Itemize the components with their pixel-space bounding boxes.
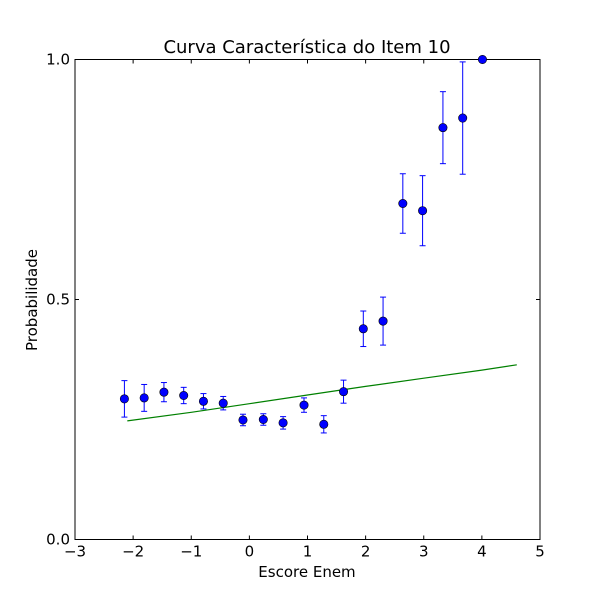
y-tick-label: 1.0 — [46, 51, 70, 69]
x-tick-label: −2 — [122, 543, 144, 561]
chart-title: Curva Característica do Item 10 — [163, 37, 450, 58]
data-point — [179, 390, 189, 400]
data-point — [119, 394, 129, 404]
data-point — [438, 123, 448, 133]
y-tick-label: 0.0 — [46, 531, 70, 549]
data-point — [159, 387, 169, 397]
x-tick-label: 3 — [419, 543, 429, 561]
x-tick-label: 1 — [303, 543, 313, 561]
x-tick-label: 5 — [535, 543, 545, 561]
x-tick-label: 0 — [245, 543, 255, 561]
data-point — [139, 393, 149, 403]
plot-frame — [74, 59, 541, 540]
data-point — [258, 414, 268, 424]
data-point — [278, 418, 288, 428]
fitted-curve-line — [127, 364, 517, 422]
x-tick-label: −3 — [64, 543, 86, 561]
data-point — [358, 324, 368, 334]
data-point — [458, 113, 468, 123]
data-point — [238, 415, 248, 425]
plot-series — [119, 54, 517, 434]
x-axis-label: Escore Enem — [258, 563, 355, 581]
y-tick-label: 0.5 — [46, 291, 70, 309]
data-point — [339, 387, 349, 397]
x-tick-label: −1 — [180, 543, 202, 561]
x-tick-label: 2 — [361, 543, 371, 561]
data-point — [378, 316, 388, 326]
axis-ticks: −3 −2 −1 0 1 2 3 4 5 0.0 0.5 1.0 — [46, 51, 545, 561]
data-point — [299, 400, 309, 410]
data-point — [477, 54, 487, 64]
x-tick-label: 4 — [477, 543, 487, 561]
data-point — [198, 396, 208, 406]
data-point — [418, 206, 428, 216]
data-point — [398, 199, 408, 209]
data-point — [319, 419, 329, 429]
data-point — [218, 398, 228, 408]
y-axis-label: Probabilidade — [23, 249, 41, 351]
